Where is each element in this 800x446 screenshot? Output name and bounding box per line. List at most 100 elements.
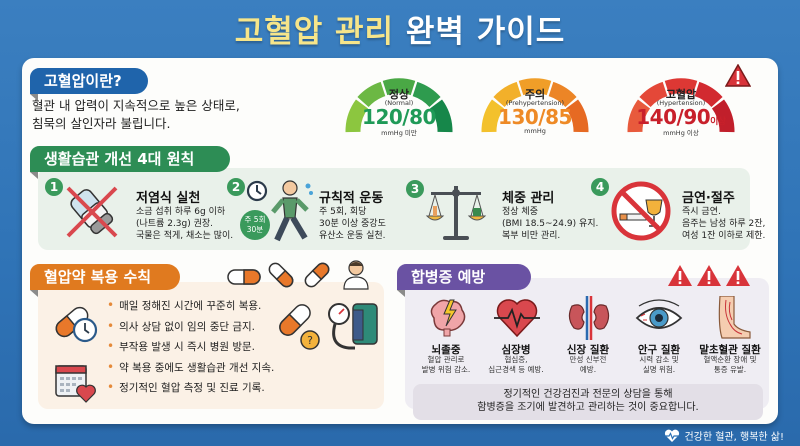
intro-text: 혈관 내 압력이 지속적으로 높은 상태로, 침묵의 살인자라 불립니다. [32, 97, 240, 133]
item-desc: 즉시 금연. 음주는 남성 하루 2잔, 여성 1잔 이하로 제한. [682, 206, 765, 242]
medication-heading: 혈압약 복용 수칙 [30, 264, 180, 297]
gauge-unit: mmHg [524, 127, 546, 135]
footer-slogan: 건강한 혈관, 행복한 삶! [684, 432, 784, 443]
gauge-value-suffix: 이상 [710, 117, 726, 127]
rule-item: 매일 정해진 시간에 꾸준히 복용. [107, 298, 274, 319]
desc-line: 국물은 적게, 채소는 많이. [136, 231, 234, 241]
blood-pressure-monitor-icon [328, 303, 378, 350]
gauge-value: 140/90이상 [625, 105, 737, 129]
note-line: 정기적인 건강검진과 전문의 상담을 통해 [503, 389, 673, 400]
complication-desc: 혈액순환 장애 및 통증 유발. [694, 355, 766, 375]
complication-title: 신장 질환 [566, 344, 610, 356]
rule-item: 정기적인 혈압 측정 및 진료 기록. [107, 380, 274, 401]
heartbeat-icon [665, 429, 680, 442]
frequency-badge: 주 5회 30분 [240, 210, 270, 240]
desc-line: 예방. [579, 365, 597, 374]
title-highlight: 고혈압 관리 [234, 14, 395, 50]
complications-note: 정기적인 건강검진과 전문의 상담을 통해 함병증을 조기에 발견하고 관리하는… [413, 384, 763, 420]
desc-line: 정상 체중 [502, 207, 538, 217]
warning-icon [725, 64, 751, 87]
gauge-hypertension: 고혈압 (Hypertension) 140/90이상 mmHg 이상 [625, 66, 737, 137]
rule-item: 약 복용 중에도 생활습관 개선 지속. [107, 360, 274, 381]
eye-icon [635, 299, 683, 329]
gauge-sub: (Normal) [384, 99, 414, 107]
gauge-arc-icon [481, 78, 589, 133]
number-badge: 1 [45, 178, 63, 196]
gauge-value-number: 140/90 [636, 105, 711, 129]
desc-line: 여성 1잔 이하로 제한. [682, 231, 766, 241]
svg-text:?: ? [307, 334, 313, 347]
gauge-sub: (Hypertension) [656, 99, 706, 107]
badge-line: 30분 [246, 225, 264, 234]
item-title: 규칙적 운동 [319, 191, 384, 206]
desc-line: 유산소 운동 실천. [319, 231, 386, 241]
complication-desc: 만성 신부전 예방. [552, 355, 624, 375]
badge-line: 주 5회 [244, 215, 266, 224]
gauge-arc-icon [627, 78, 735, 133]
desc-line: 협심증, [504, 355, 528, 364]
clock-icon [246, 180, 268, 202]
kidney-icon [568, 296, 610, 340]
gauge-arc-icon [345, 78, 453, 133]
number-badge: 2 [227, 178, 245, 196]
item-desc: 정상 체중 (BMI 18.5~24.9) 유지. 복부 비만 관리. [502, 206, 598, 242]
warning-triangles-icon [668, 265, 750, 286]
item-title: 저염식 실천 [136, 191, 201, 206]
rule-item: 부작용 발생 시 즉시 병원 방문. [107, 339, 274, 360]
brain-icon [430, 299, 466, 337]
scale-icon [425, 186, 487, 240]
footer: 건강한 혈관, 행복한 삶! [664, 428, 784, 443]
number-badge: 3 [406, 180, 424, 198]
gauge-unit: mmHg 이상 [663, 129, 699, 137]
rule-item: 의사 상담 없이 임의 중단 금지. [107, 319, 274, 340]
complication-desc: 혈압 관리로 발병 위험 감소. [410, 355, 482, 375]
heart-icon [494, 299, 540, 338]
gauge-sub: (Prehypertension) [505, 99, 565, 107]
item-desc: 소금 섭취 하루 6g 이하 (나트륨 2.3g) 권장. 국물은 적게, 채소… [136, 206, 233, 242]
pill-icon [227, 269, 261, 285]
complication-desc: 협심증, 심근경색 등 예방. [480, 355, 552, 375]
running-person-icon [271, 180, 313, 242]
complication-title: 말초혈관 질환 [699, 344, 761, 356]
doctor-icon [343, 260, 369, 290]
desc-line: 통증 유발. [713, 365, 747, 374]
gauge-label: 정상 [388, 88, 410, 101]
no-smoking-drinking-icon [611, 181, 671, 241]
intro-heading: 고혈압이란? [30, 68, 148, 101]
gauge-value: 120/80 [362, 105, 436, 129]
leg-veins-icon [718, 296, 751, 339]
desc-line: 혈압 관리로 [427, 355, 465, 364]
lifestyle-heading: 생활습관 개선 4대 원칙 [30, 146, 230, 179]
intro-line: 침묵의 살인자라 불립니다. [32, 116, 171, 131]
desc-line: 발병 위험 감소. [421, 365, 471, 374]
complication-title: 뇌졸중 [431, 344, 461, 356]
desc-line: 복부 비만 관리. [502, 231, 561, 241]
gauge-prehypertension: 주의 (Prehypertension) 130/85 mmHg [479, 66, 591, 135]
desc-line: 혈액순환 장애 및 [703, 355, 757, 364]
gauge-label: 주의 [524, 88, 546, 101]
desc-line: 즉시 금연. [682, 207, 721, 217]
number-badge: 4 [591, 178, 609, 196]
desc-line: 음주는 남성 하루 2잔, [682, 219, 766, 229]
desc-line: 소금 섭취 하루 6g 이하 [136, 207, 226, 217]
pill-icon [268, 262, 294, 288]
medication-rules-list: 매일 정해진 시간에 꾸준히 복용. 의사 상담 없이 임의 중단 금지. 부작… [107, 298, 274, 401]
gauge-label: 고혈압 [665, 88, 697, 101]
desc-line: 만성 신부전 [569, 355, 607, 364]
intro-line: 혈관 내 압력이 지속적으로 높은 상태로, [32, 98, 240, 113]
desc-line: 30분 이상 중강도 [319, 219, 386, 229]
page-title: 고혈압 관리 완벽 가이드 [0, 6, 800, 51]
calendar-heart-icon [55, 365, 96, 403]
note-line: 함병증을 조기에 발견하고 관리하는 것이 중요합니다. [477, 402, 699, 413]
pill-question-icon: ? [279, 304, 320, 350]
complication-desc: 시력 감소 및 실명 위험. [623, 355, 695, 375]
salt-shaker-icon [66, 186, 118, 238]
item-title: 금연·절주 [682, 191, 735, 206]
gauge-unit: mmHg 미만 [381, 129, 417, 137]
gauge-normal: 정상 (Normal) 120/80 mmHg 미만 [343, 66, 455, 137]
desc-line: 시력 감소 및 [639, 355, 679, 364]
item-title: 체중 관리 [502, 191, 555, 206]
complications-heading: 합병증 예방 [397, 264, 531, 297]
desc-line: 심근경색 등 예방. [488, 365, 544, 374]
desc-line: (BMI 18.5~24.9) 유지. [502, 219, 599, 229]
